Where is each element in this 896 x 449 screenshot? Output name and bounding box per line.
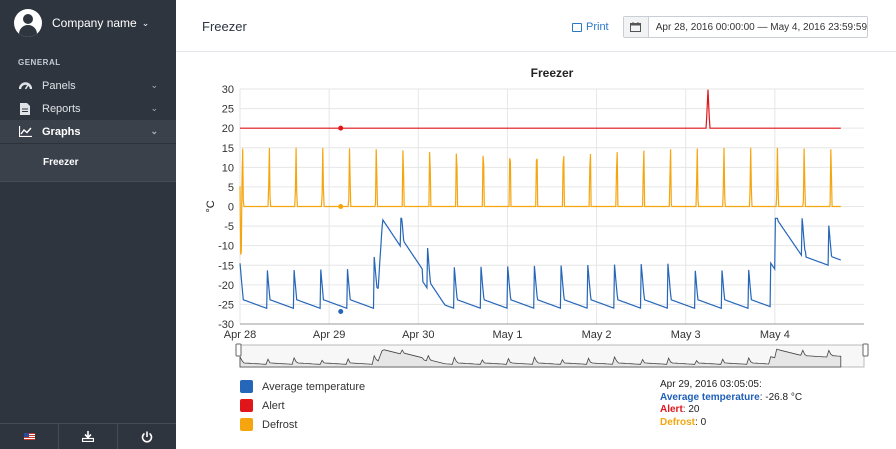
chevron-down-icon: ⌄ <box>150 103 158 113</box>
legend-swatch <box>240 399 253 412</box>
print-button[interactable]: Print <box>572 21 609 33</box>
chart-area: Freezer °C 30 25 20 15 10 5 0 -5 -10 -15 -20 -25 -30 Ap… <box>176 53 896 449</box>
x-tick-label: Apr 28 <box>224 329 256 341</box>
freezer-chart[interactable]: Freezer°C302520151050-5-10-15-20-25-30Ap… <box>176 53 896 449</box>
divider <box>0 181 176 182</box>
legend-label: Alert <box>262 399 285 412</box>
series-line-defrost <box>239 147 841 255</box>
calendar-icon <box>624 17 649 37</box>
legend-item-alert[interactable]: Alert <box>240 396 365 415</box>
navigator-handle-right <box>862 343 869 357</box>
x-tick-label: May 1 <box>492 329 522 341</box>
page-title: Freezer <box>202 19 247 34</box>
sidebar: Company name ⌄ GENERAL Panels ⌄ Reports … <box>0 0 176 449</box>
x-tick-label: May 3 <box>671 329 701 341</box>
download-icon <box>82 431 94 442</box>
chevron-down-icon: ⌄ <box>150 80 158 90</box>
sidebar-footer <box>0 423 176 449</box>
power-button[interactable] <box>118 424 176 449</box>
top-bar: Freezer Print Apr 28, 2016 00:00:00 — Ma… <box>176 0 896 52</box>
us-flag-icon <box>23 433 35 440</box>
y-tick-label: 20 <box>222 123 234 135</box>
language-button[interactable] <box>0 424 59 449</box>
y-tick-label: -10 <box>218 241 234 253</box>
legend-item-average-temperature[interactable]: Average temperature <box>240 377 365 396</box>
navigator-handle-left <box>235 343 242 357</box>
y-tick-label: -15 <box>218 260 234 272</box>
legend-swatch <box>240 380 253 393</box>
y-tick-label: -5 <box>224 221 234 233</box>
download-button[interactable] <box>59 424 118 449</box>
navigator-series <box>239 348 842 368</box>
x-tick-label: Apr 29 <box>313 329 345 341</box>
printer-icon <box>572 22 582 32</box>
legend: Average temperature Alert Defrost <box>240 377 365 434</box>
tooltip-readout: Apr 29, 2016 03:05:05: Average temperatu… <box>660 379 802 429</box>
tooltip-date: Apr 29, 2016 03:05:05: <box>660 379 762 390</box>
sidebar-item-graphs[interactable]: Graphs ⌄ <box>0 120 176 143</box>
dashboard-icon <box>18 80 32 92</box>
hover-marker-average-temperature <box>338 308 344 314</box>
tooltip-line-average-temperature: Average temperature: -26.8 °C <box>660 391 803 403</box>
x-tick-label: Apr 30 <box>402 329 434 341</box>
sidebar-item-reports[interactable]: Reports ⌄ <box>0 97 176 120</box>
line-chart-icon <box>18 126 32 138</box>
date-range-picker[interactable]: Apr 28, 2016 00:00:00 — May 4, 2016 23:5… <box>623 16 868 38</box>
company-switcher[interactable]: Company name ⌄ <box>0 0 176 46</box>
power-icon <box>141 431 153 442</box>
y-axis-label: °C <box>205 200 217 212</box>
date-range-value: Apr 28, 2016 00:00:00 — May 4, 2016 23:5… <box>655 21 867 33</box>
y-tick-label: -30 <box>218 319 234 331</box>
y-tick-label: 25 <box>222 104 234 116</box>
company-name: Company name <box>52 16 137 30</box>
x-tick-label: May 2 <box>582 329 612 341</box>
hover-marker-alert <box>338 125 344 131</box>
series-line-average-temperature <box>239 217 841 310</box>
legend-label: Defrost <box>262 418 298 431</box>
tooltip-line-alert: Alert: 20 <box>660 404 700 415</box>
document-icon <box>18 102 32 115</box>
y-tick-label: -25 <box>218 299 234 311</box>
sidebar-item-label: Panels <box>42 79 76 92</box>
legend-label: Average temperature <box>262 380 366 393</box>
y-tick-label: -20 <box>218 280 234 292</box>
chevron-down-icon: ⌄ <box>150 126 158 136</box>
chart-title: Freezer <box>531 66 574 80</box>
sidebar-item-panels[interactable]: Panels ⌄ <box>0 74 176 97</box>
x-tick-label: May 4 <box>760 329 790 341</box>
tooltip-line-defrost: Defrost: 0 <box>660 416 707 428</box>
legend-swatch <box>240 418 253 431</box>
legend-item-defrost[interactable]: Defrost <box>240 415 365 434</box>
y-tick-label: 0 <box>228 202 234 214</box>
print-label: Print <box>586 21 609 33</box>
y-tick-label: 10 <box>222 162 234 174</box>
y-tick-label: 30 <box>222 84 234 96</box>
sidebar-item-label: Graphs <box>42 125 81 138</box>
y-tick-label: 15 <box>222 143 234 155</box>
hover-marker-defrost <box>338 204 344 209</box>
sidebar-item-label: Reports <box>42 102 81 115</box>
y-tick-label: 5 <box>228 182 234 194</box>
avatar <box>14 9 42 37</box>
sidebar-subitem-freezer[interactable]: Freezer <box>0 143 176 181</box>
chevron-down-icon: ⌄ <box>141 17 150 28</box>
section-label: GENERAL <box>18 58 61 67</box>
